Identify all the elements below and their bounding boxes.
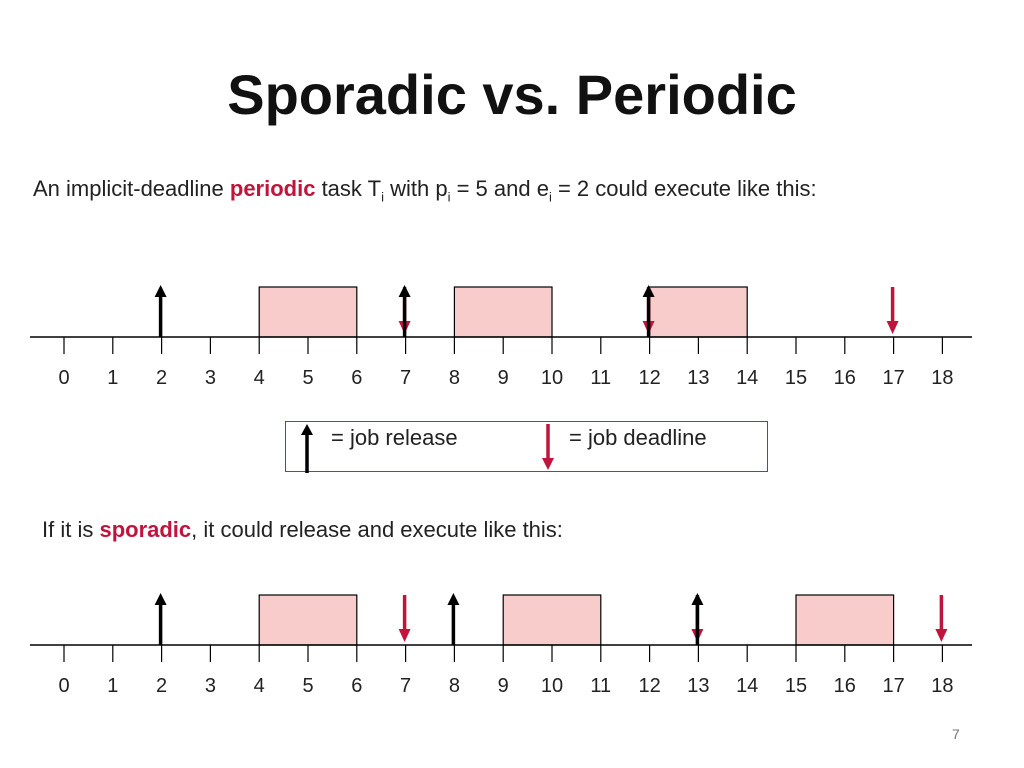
legend-release-label: = job release xyxy=(331,425,458,450)
tick-label: 7 xyxy=(400,675,411,697)
tick-label: 15 xyxy=(785,675,807,697)
release-arrow-head xyxy=(642,285,655,297)
exec-subscript: i xyxy=(548,189,552,205)
legend-box: = job release = job deadline xyxy=(285,421,768,473)
intro-with-text: with p xyxy=(383,176,448,201)
deadline-arrow-head xyxy=(886,321,899,334)
release-arrow-head xyxy=(691,593,704,605)
execution-block xyxy=(502,594,602,646)
periodic-highlight: periodic xyxy=(229,176,316,201)
release-arrow-head xyxy=(154,285,167,297)
tick-label: 7 xyxy=(400,367,411,389)
tick-label: 1 xyxy=(107,367,118,389)
execution-block xyxy=(453,286,553,338)
tick-label: 1 xyxy=(107,675,118,697)
tick-label: 12 xyxy=(638,675,660,697)
deadline-arrow-head xyxy=(935,629,948,642)
release-arrow-head xyxy=(398,285,411,297)
execution-block xyxy=(258,594,358,646)
execution-block xyxy=(258,286,358,338)
tick-label: 16 xyxy=(834,675,856,697)
tick-label: 8 xyxy=(449,675,460,697)
tick-label: 11 xyxy=(590,675,611,697)
sporadic-description: If it is sporadic, it could release and … xyxy=(42,517,563,543)
execution-block xyxy=(648,286,748,338)
execution-block xyxy=(795,594,895,646)
tick-label: 14 xyxy=(736,675,758,697)
tick-label: 10 xyxy=(541,675,563,697)
tick-label: 15 xyxy=(785,367,807,389)
tick-label: 5 xyxy=(302,367,313,389)
tick-label: 4 xyxy=(254,675,265,697)
deadline-arrow-head xyxy=(398,629,411,642)
tick-label: 2 xyxy=(156,675,167,697)
tick-label: 8 xyxy=(449,367,460,389)
sporadic-prefix: If it is xyxy=(42,517,100,542)
intro-task-text: task T xyxy=(315,176,382,201)
tick-label: 12 xyxy=(638,367,660,389)
periodic-description: An implicit-deadline periodic task Ti wi… xyxy=(33,173,953,212)
task-subscript: i xyxy=(381,189,384,205)
legend-deadline-label: = job deadline xyxy=(569,425,707,450)
tick-label: 18 xyxy=(931,675,953,697)
slide-title: Sporadic vs. Periodic xyxy=(227,63,797,126)
tick-label: 9 xyxy=(498,675,509,697)
tick-label: 18 xyxy=(931,367,953,389)
sporadic-timeline: 0 1 2 3 4 5 6 7 8 9 10 11 12 13 14 15 16 17 18 xyxy=(30,593,972,697)
tick-label: 6 xyxy=(351,367,362,389)
tick-label: 10 xyxy=(541,367,563,389)
tick-label: 13 xyxy=(687,367,709,389)
tick-label: 13 xyxy=(687,675,709,697)
legend-release-arrow-head-icon xyxy=(301,424,313,435)
period-subscript: i xyxy=(447,189,451,205)
legend-icons xyxy=(301,424,554,473)
sporadic-rest: , it could release and execute like this… xyxy=(191,517,563,542)
intro-rest: = 2 could execute like this: xyxy=(551,176,817,201)
tick-label: 11 xyxy=(590,367,611,389)
intro-prefix: An implicit-deadline xyxy=(33,176,230,201)
legend-deadline-arrow-head-icon xyxy=(542,458,554,470)
sporadic-highlight: sporadic xyxy=(99,517,192,542)
tick-label: 9 xyxy=(498,367,509,389)
slide-number: 7 xyxy=(952,726,960,742)
tick-label: 0 xyxy=(58,675,69,697)
release-arrow-head xyxy=(154,593,167,605)
tick-label: 3 xyxy=(205,675,216,697)
tick-label: 17 xyxy=(882,675,904,697)
tick-label: 3 xyxy=(205,367,216,389)
intro-p-value: = 5 and e xyxy=(450,176,549,201)
tick-label: 6 xyxy=(351,675,362,697)
release-arrow-head xyxy=(447,593,460,605)
periodic-timeline: 0 1 2 3 4 5 6 7 8 9 10 11 12 13 14 15 16 17 18 xyxy=(30,285,972,389)
tick-label: 5 xyxy=(302,675,313,697)
tick-label: 14 xyxy=(736,367,758,389)
tick-label: 17 xyxy=(882,367,904,389)
tick-label: 2 xyxy=(156,367,167,389)
tick-label: 4 xyxy=(254,367,265,389)
tick-label: 0 xyxy=(58,367,69,389)
tick-label: 16 xyxy=(834,367,856,389)
